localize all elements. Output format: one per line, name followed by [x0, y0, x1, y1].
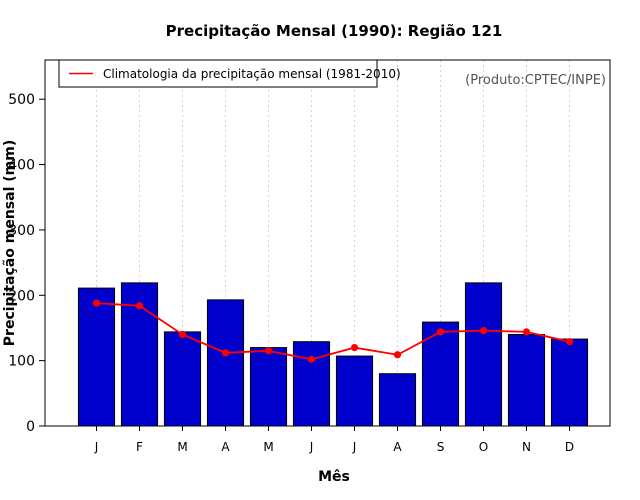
bar-4	[249, 347, 288, 427]
bar-3	[206, 299, 245, 427]
x-tick-label-2: M	[177, 440, 187, 454]
x-tick-label-8: S	[437, 440, 445, 454]
climatology-point-11	[565, 338, 574, 346]
chart-title: Precipitação Mensal (1990): Região 121	[166, 22, 503, 40]
bar-series	[77, 282, 589, 427]
bar-6	[335, 355, 374, 427]
y-axis: 0 100 200 300 400 500	[8, 92, 45, 435]
climatology-point-8	[436, 328, 445, 336]
x-tick-label-10: N	[522, 440, 531, 454]
legend-box	[58, 59, 378, 88]
climatology-point-5	[307, 355, 316, 363]
x-tick-label-11: D	[565, 440, 574, 454]
climatology-point-1	[135, 302, 144, 310]
bar-5	[292, 341, 331, 427]
y-tick-label-0: 0	[26, 419, 35, 435]
bar-0	[77, 287, 116, 427]
bar-2	[163, 331, 202, 427]
climatology-point-3	[221, 349, 230, 357]
x-tick-label-1: F	[136, 440, 143, 454]
climatology-point-7	[393, 351, 402, 359]
legend-entry-climatology: Climatologia da precipitação mensal (198…	[103, 67, 401, 81]
climatology-point-6	[350, 343, 359, 352]
credit-text: (Produto:CPTEC/INPE)	[465, 73, 606, 88]
x-tick-label-4: M	[263, 440, 273, 454]
climatology-line-series	[92, 299, 574, 363]
x-tick-label-9: O	[479, 440, 488, 454]
y-axis-label: Precipitação mensal (mm)	[2, 140, 18, 346]
y-tick-label-3: 300	[8, 223, 35, 239]
bar-10	[507, 334, 546, 427]
climatology-point-9	[479, 326, 488, 335]
climatology-line	[96, 302, 570, 361]
y-tick-label-1: 100	[8, 354, 35, 370]
x-tick-label-3: A	[221, 440, 230, 454]
x-tick-label-0: J	[94, 440, 99, 454]
y-tick-label-4: 400	[8, 158, 35, 174]
climatology-point-0	[92, 299, 101, 307]
legend: Climatologia da precipitação mensal (198…	[58, 59, 401, 88]
x-tick-label-6: J	[352, 440, 357, 454]
climatology-point-4	[264, 347, 273, 355]
bar-7	[378, 373, 417, 427]
climatology-point-2	[178, 330, 187, 339]
bar-9	[464, 282, 503, 427]
y-tick-label-5: 500	[8, 92, 35, 108]
x-tick-label-5: J	[309, 440, 314, 454]
bar-11	[550, 338, 589, 427]
x-axis-label: Mês	[318, 469, 350, 485]
x-tick-label-7: A	[393, 440, 402, 454]
y-tick-label-2: 200	[8, 288, 35, 304]
climatology-point-10	[522, 328, 531, 336]
